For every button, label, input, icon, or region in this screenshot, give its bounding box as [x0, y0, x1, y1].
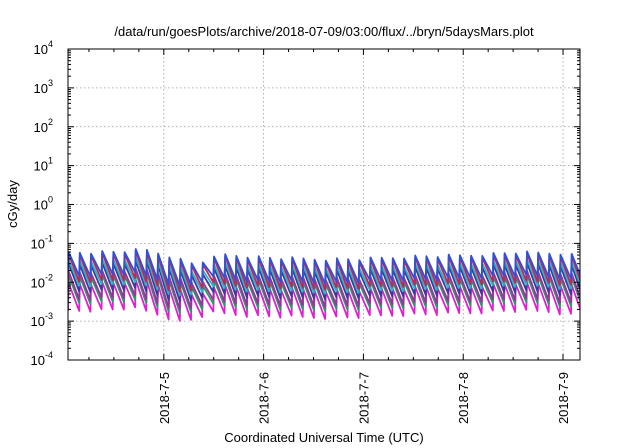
x-tick-label: 2018-7-6	[257, 372, 272, 424]
series-line	[68, 248, 580, 287]
y-tick-label: 103	[34, 78, 53, 96]
chart-title: /data/run/goesPlots/archive/2018-07-09/0…	[114, 24, 534, 39]
series-line	[68, 271, 580, 314]
grid	[68, 49, 580, 360]
y-axis: 104 103 102 101 100 10-1 10-2 10-3 10-4	[31, 39, 580, 368]
x-tick-label: 2018-7-5	[157, 372, 172, 424]
y-tick-label: 104	[34, 39, 53, 57]
y-tick-label: 101	[34, 156, 53, 174]
y-tick-label: 10-2	[31, 272, 53, 290]
series-group	[68, 248, 580, 322]
y-tick-label: 10-4	[31, 350, 53, 368]
y-tick-label: 100	[34, 195, 53, 213]
x-axis-label: Coordinated Universal Time (UTC)	[224, 430, 423, 445]
series-line	[68, 259, 580, 303]
series-line	[68, 279, 580, 322]
y-axis-label: cGy/day	[5, 180, 20, 228]
y-tick-label: 102	[34, 117, 53, 135]
y-tick-label: 10-1	[31, 233, 53, 251]
x-tick-label: 2018-7-7	[356, 372, 371, 424]
x-tick-label: 2018-7-9	[556, 372, 571, 424]
x-tick-label: 2018-7-8	[456, 372, 471, 424]
y-tick-label: 10-3	[31, 311, 53, 329]
series-line	[68, 250, 580, 293]
series-line	[68, 267, 580, 310]
x-axis: 2018-7-5 2018-7-6 2018-7-7 2018-7-8 2018-7-9	[88, 49, 571, 424]
series-line	[68, 255, 580, 297]
